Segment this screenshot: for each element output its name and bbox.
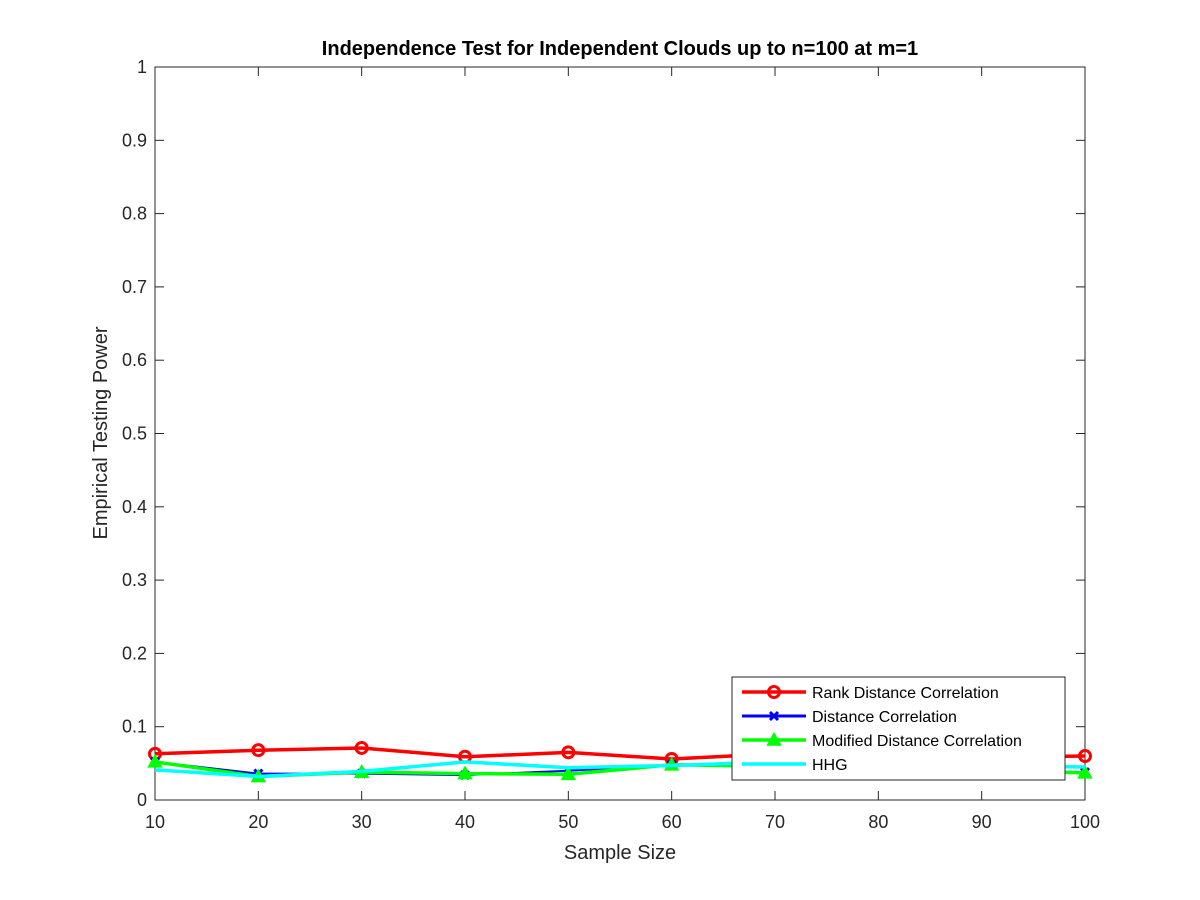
legend: Rank Distance Correlation Distance Correl… [731,676,1066,781]
legend-label: Distance Correlation [812,709,957,726]
y-axis-label: Empirical Testing Power [90,326,112,539]
x-tick-label: 30 [352,812,372,832]
y-tick-label: 0.9 [122,130,147,150]
y-tick-label: 0.2 [122,643,147,663]
legend-label: Rank Distance Correlation [812,685,999,702]
series-0-marker-circle [354,740,369,755]
series-2-marker-triangle [1077,764,1093,779]
x-tick-label: 70 [765,812,785,832]
y-tick-label: 0.8 [122,204,147,224]
chart-title: Independence Test for Independent Clouds… [322,38,918,60]
series-2-marker-triangle [560,766,577,781]
series-0-marker-circle [1078,749,1092,764]
y-tick-label: 1 [137,57,147,77]
y-tick-label: 0.4 [122,497,147,517]
series-0-marker-circle [251,743,266,758]
legend-label: HHG [812,757,848,774]
y-tick-label: 0 [137,790,147,810]
x-axis-label: Sample Size [564,842,676,864]
x-tick-label: 90 [972,812,992,832]
x-tick-label: 100 [1070,812,1100,832]
y-tick-label: 0.3 [122,570,147,590]
series-0-marker-circle [561,745,576,760]
legend-marker-circle [767,685,781,699]
legend-label: Modified Distance Correlation [812,733,1022,750]
y-tick-label: 0.7 [122,277,147,297]
x-tick-label: 10 [145,812,165,832]
legend-marker-triangle [766,731,782,746]
legend-marker-x [768,710,780,722]
x-tick-label: 40 [455,812,475,832]
x-tick-label: 60 [662,812,682,832]
x-tick-label: 20 [248,812,268,832]
x-tick-label: 50 [558,812,578,832]
y-tick-label: 0.1 [122,717,147,737]
series-2-marker-triangle [147,753,163,768]
y-tick-label: 0.6 [122,350,147,370]
y-tick-label: 0.5 [122,424,147,444]
series-2-marker-triangle [457,765,473,780]
x-tick-label: 80 [868,812,888,832]
